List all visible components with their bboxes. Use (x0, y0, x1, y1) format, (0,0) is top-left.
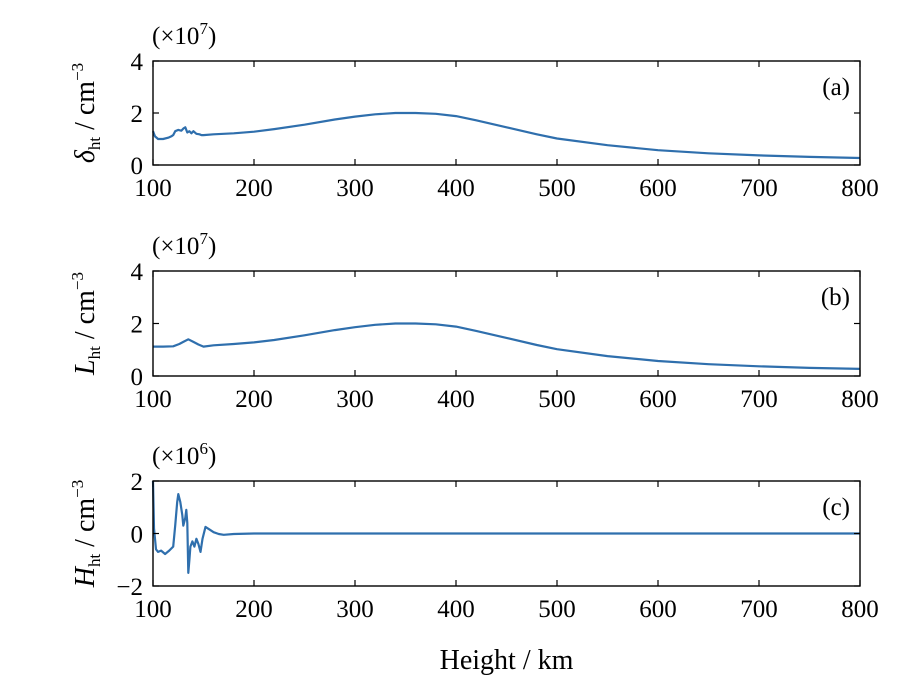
y-tick-label: 2 (131, 101, 144, 128)
x-tick-label: 300 (336, 386, 374, 413)
axis-multiplier: (×107) (152, 19, 216, 50)
x-axis-label: Height / km (440, 645, 574, 676)
panel-2: 100 200 300 400 500 600 700 800 −2 0 2 (×106) (c) Hht… (68, 439, 879, 676)
x-tick-label: 700 (740, 596, 778, 623)
x-tick-label: 200 (235, 596, 273, 623)
x-tick-label: 600 (639, 596, 677, 623)
axes-frame (152, 270, 861, 377)
x-tick-label: 700 (740, 386, 778, 413)
x-tick-label: 100 (134, 386, 172, 413)
axes-frame (152, 60, 861, 166)
x-tick-label: 800 (841, 386, 879, 413)
axis-multiplier: (×106) (152, 439, 216, 470)
y-axis-label: δht / cm−3 (68, 63, 104, 163)
y-tick-label: 2 (131, 469, 144, 496)
x-tick-label: 200 (235, 175, 273, 202)
x-tick-label: 500 (538, 175, 576, 202)
x-tick-label: 600 (639, 386, 677, 413)
y-tick-label: 0 (131, 364, 144, 391)
panel-label: (b) (821, 284, 850, 311)
x-tick-label: 600 (639, 175, 677, 202)
x-tick-label: 700 (740, 175, 778, 202)
y-tick-label: 0 (131, 522, 144, 549)
panel-1: 100 200 300 400 500 600 700 800 0 2 4 (×107) (b) Lht … (68, 229, 879, 413)
panel-label: (c) (822, 494, 850, 521)
panel-label: (a) (822, 74, 850, 101)
x-tick-label: 300 (336, 596, 374, 623)
y-tick-label: 4 (131, 259, 144, 286)
y-tick-label: 4 (131, 49, 144, 76)
series-line (151, 480, 860, 574)
x-tick-label: 400 (437, 386, 475, 413)
panel-0: 100 200 300 400 500 600 700 800 0 2 4 (×107) (a) δht … (68, 19, 879, 202)
x-tick-label: 500 (538, 596, 576, 623)
y-tick-label: 0 (131, 153, 144, 180)
x-tick-label: 800 (841, 596, 879, 623)
axis-multiplier: (×107) (152, 229, 216, 260)
x-tick-label: 100 (134, 175, 172, 202)
x-tick-label: 100 (134, 596, 172, 623)
y-axis-label: Lht / cm−3 (68, 272, 104, 376)
series-line (153, 322, 861, 370)
y-tick-label: −2 (116, 574, 143, 601)
x-tick-label: 300 (336, 175, 374, 202)
x-tick-label: 800 (841, 175, 879, 202)
x-tick-label: 500 (538, 386, 576, 413)
x-tick-label: 400 (437, 175, 475, 202)
x-tick-label: 200 (235, 386, 273, 413)
y-axis-label: Hht / cm−3 (68, 480, 104, 589)
series-line (151, 111, 861, 160)
x-tick-label: 400 (437, 596, 475, 623)
y-tick-label: 2 (131, 312, 144, 339)
